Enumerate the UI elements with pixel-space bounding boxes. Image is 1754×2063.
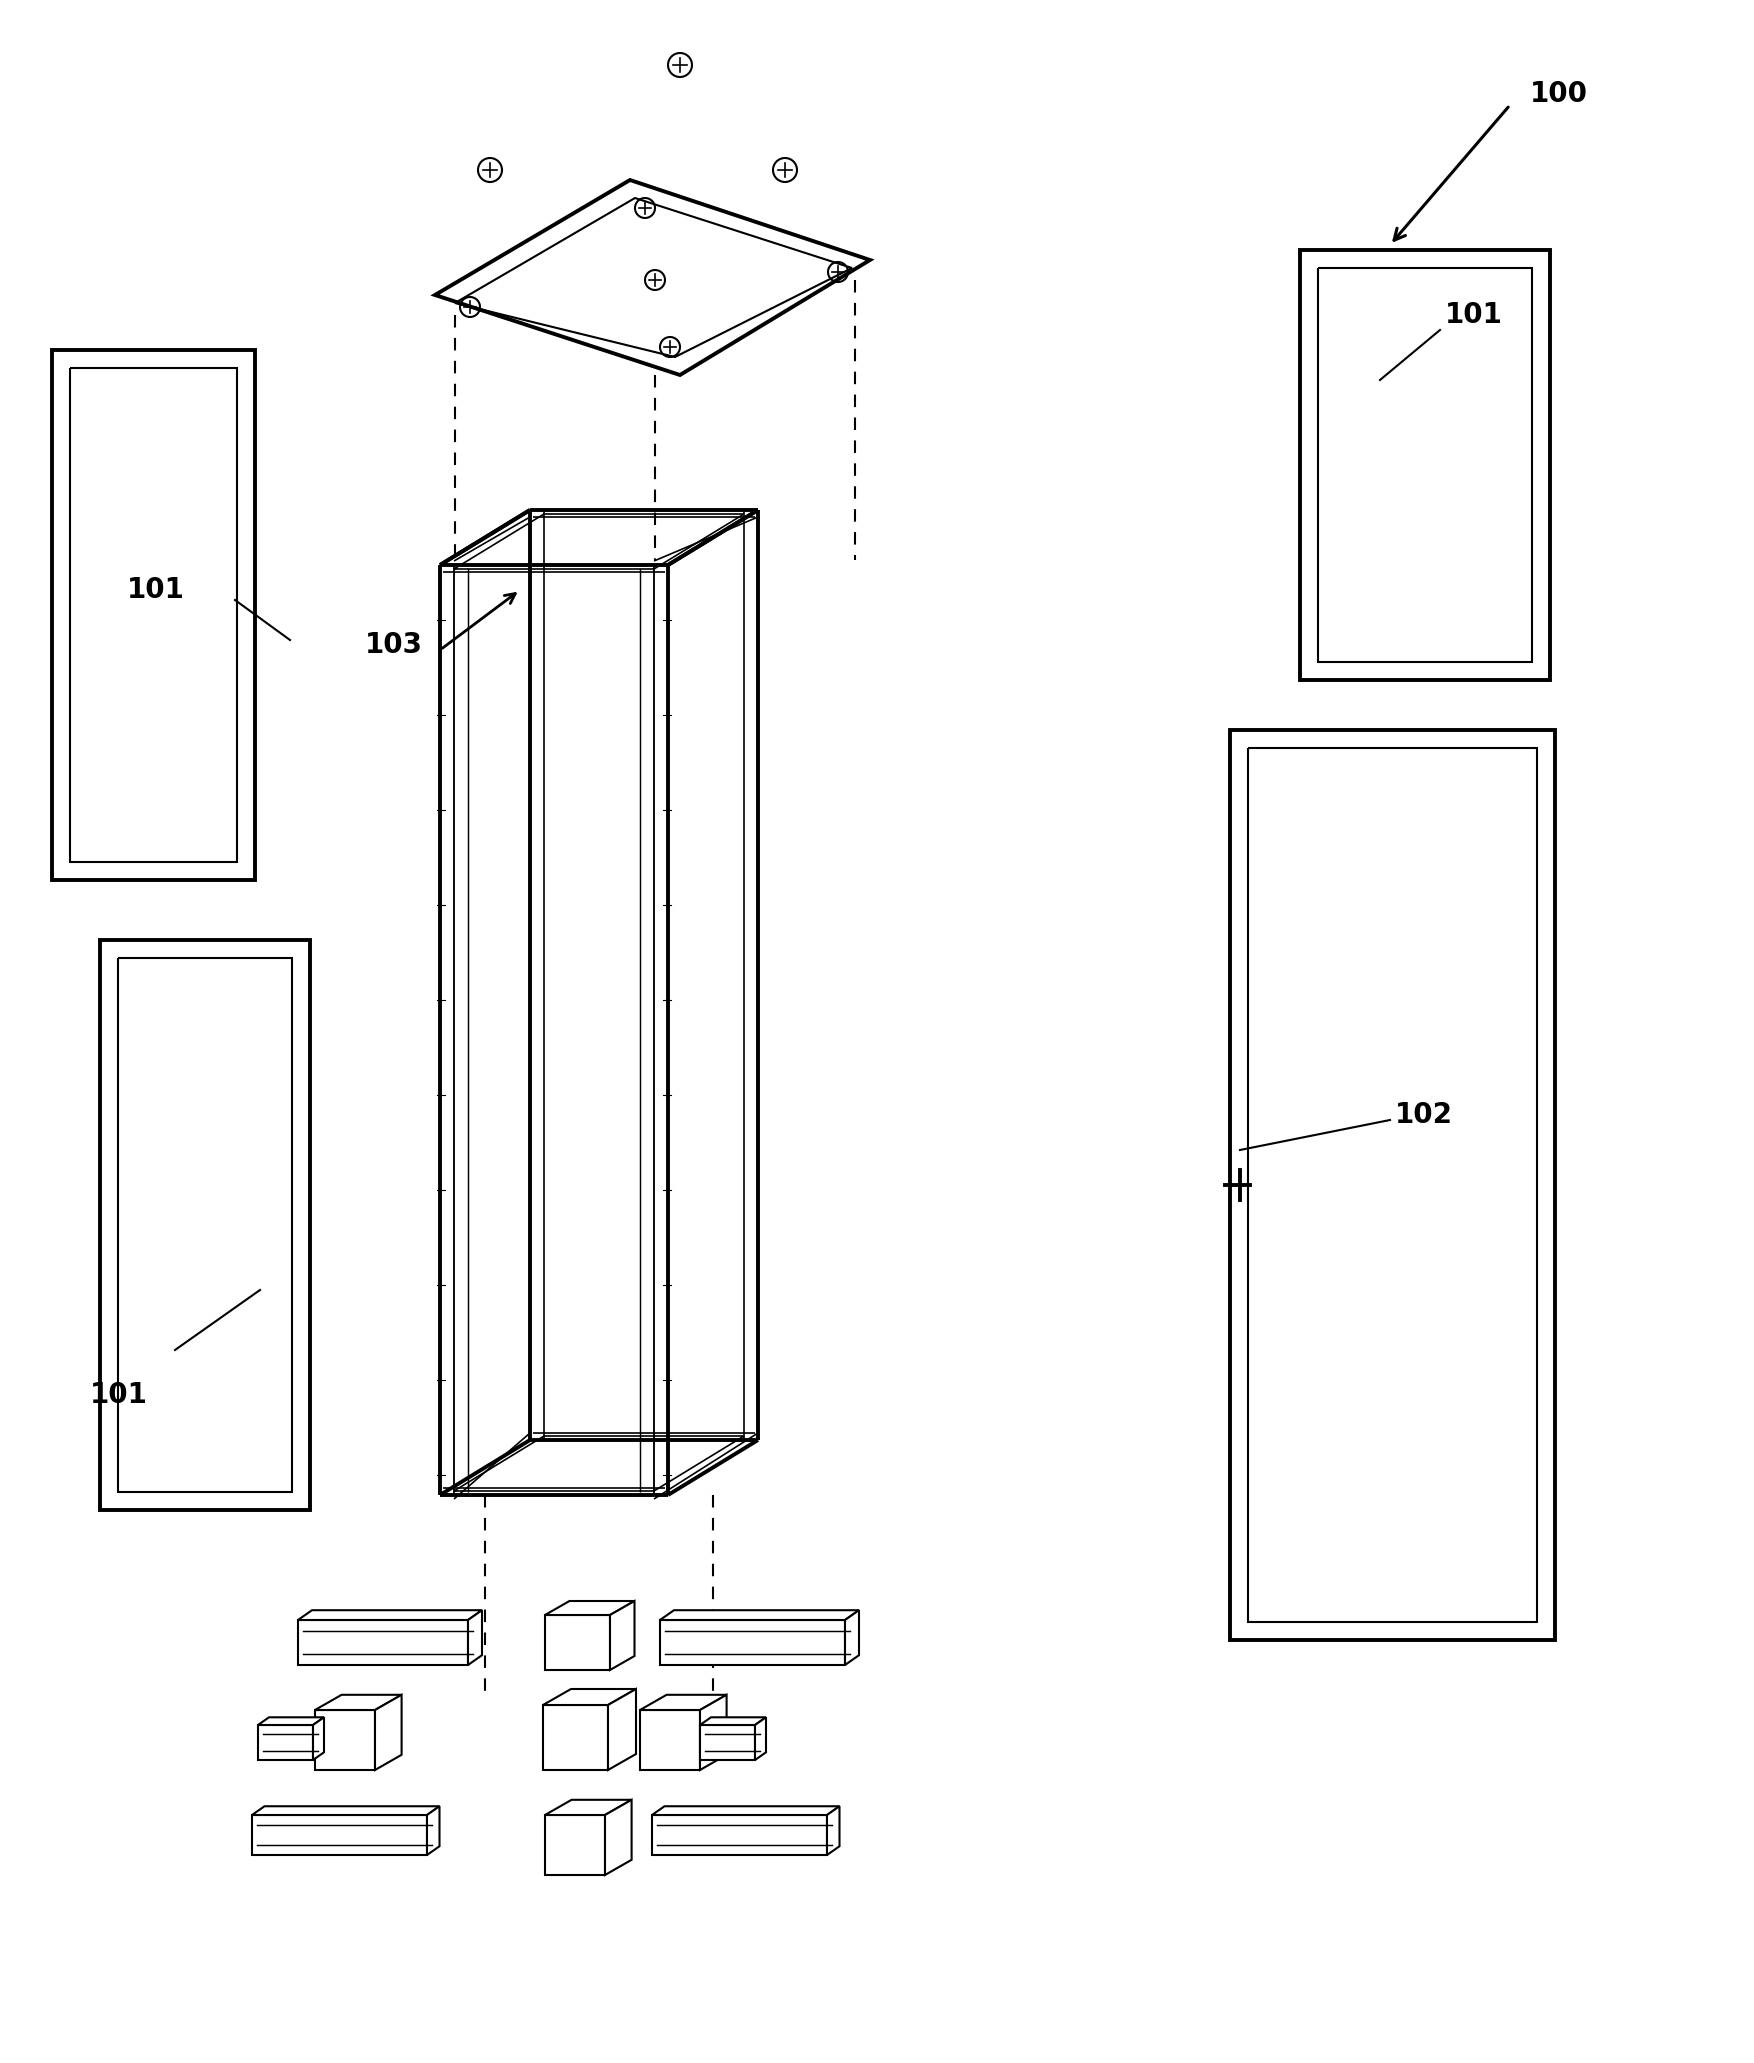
Polygon shape — [545, 1799, 631, 1815]
Polygon shape — [426, 1807, 440, 1855]
Polygon shape — [700, 1696, 726, 1770]
Polygon shape — [640, 1710, 700, 1770]
Polygon shape — [1230, 730, 1556, 1640]
Polygon shape — [253, 1807, 440, 1815]
Text: 101: 101 — [89, 1380, 147, 1409]
Polygon shape — [316, 1710, 375, 1770]
Polygon shape — [545, 1615, 610, 1671]
Polygon shape — [660, 1619, 845, 1665]
Polygon shape — [258, 1725, 312, 1760]
Polygon shape — [640, 1696, 726, 1710]
Polygon shape — [545, 1601, 635, 1615]
Polygon shape — [610, 1601, 635, 1671]
Text: 101: 101 — [1445, 301, 1503, 328]
Polygon shape — [826, 1807, 840, 1855]
Polygon shape — [754, 1716, 766, 1760]
Polygon shape — [700, 1725, 754, 1760]
Polygon shape — [544, 1704, 609, 1770]
Polygon shape — [435, 179, 870, 375]
Text: 103: 103 — [365, 631, 423, 658]
Polygon shape — [652, 1807, 840, 1815]
Polygon shape — [253, 1815, 426, 1855]
Polygon shape — [100, 941, 310, 1510]
Text: 102: 102 — [1394, 1102, 1452, 1128]
Polygon shape — [545, 1815, 605, 1875]
Polygon shape — [652, 1815, 826, 1855]
Text: 101: 101 — [126, 576, 184, 604]
Polygon shape — [1300, 250, 1551, 681]
Polygon shape — [316, 1696, 402, 1710]
Polygon shape — [845, 1611, 859, 1665]
Polygon shape — [700, 1716, 766, 1725]
Polygon shape — [375, 1696, 402, 1770]
Polygon shape — [53, 351, 254, 881]
Polygon shape — [605, 1799, 631, 1875]
Polygon shape — [298, 1611, 482, 1619]
Polygon shape — [609, 1690, 637, 1770]
Polygon shape — [298, 1619, 468, 1665]
Polygon shape — [312, 1716, 324, 1760]
Polygon shape — [660, 1611, 859, 1619]
Text: 100: 100 — [1529, 80, 1587, 107]
Polygon shape — [544, 1690, 637, 1704]
Polygon shape — [468, 1611, 482, 1665]
Polygon shape — [258, 1716, 324, 1725]
